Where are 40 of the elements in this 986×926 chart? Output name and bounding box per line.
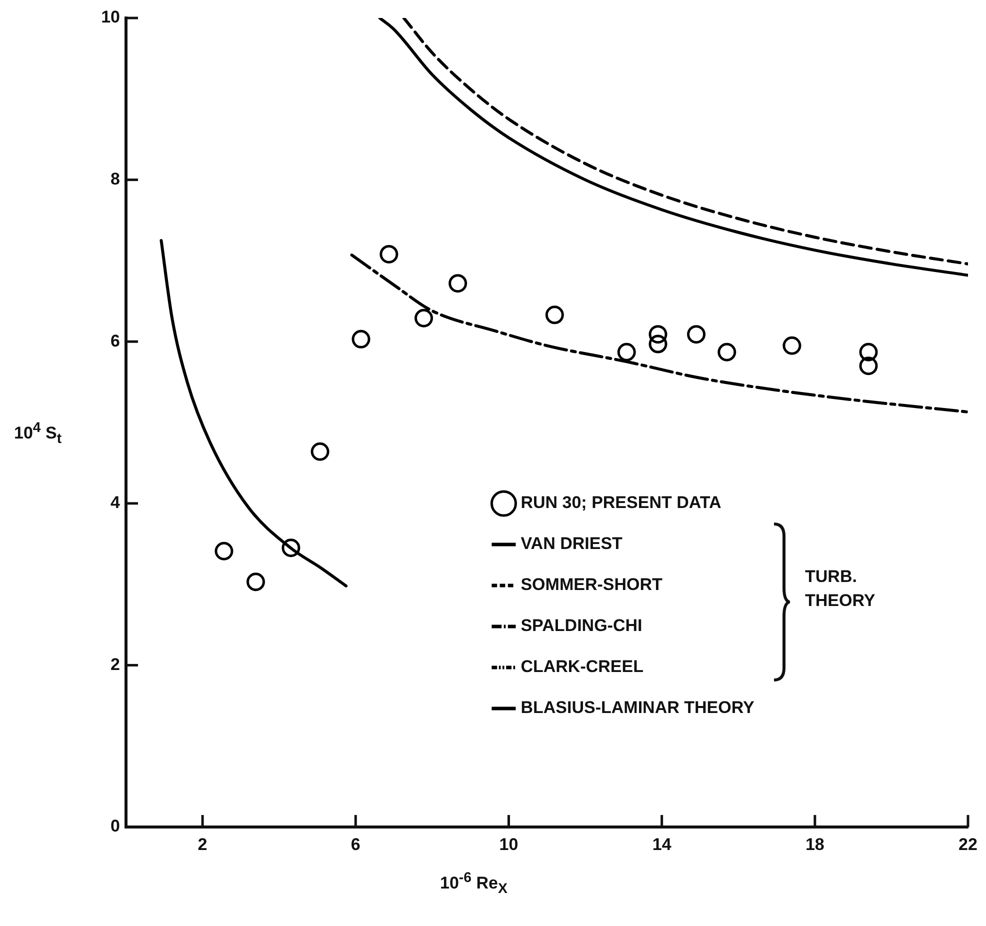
point (648, 334, 668, 354)
x-tick-label: 22 (958, 834, 978, 854)
y-axis-title: 10$^{4}$ S$_{t}$ (14, 420, 62, 448)
point (648, 325, 668, 344)
legend-label: BLASIUS-LAMINAR THEORY (520, 698, 755, 718)
point (687, 325, 706, 344)
line-series (160, 238, 348, 588)
annotation: TURB. THEORY (805, 566, 876, 612)
point (545, 306, 564, 324)
point (448, 274, 468, 293)
point (282, 538, 300, 558)
legend-label: CLARK-CREEL (520, 657, 644, 676)
x-tick-label: 18 (805, 834, 824, 854)
point (246, 572, 265, 592)
legend-label: RUN 30; PRESENT DATA (520, 493, 722, 512)
point (859, 356, 878, 376)
y-tick-label: 6 (110, 331, 120, 350)
point (859, 342, 878, 362)
x-tick-label: 6 (350, 834, 360, 854)
x-tick-label: 14 (652, 834, 672, 854)
legend-label: SOMMER-SHORT (520, 575, 663, 594)
point (782, 336, 802, 355)
y-tick-label: 0 (110, 816, 120, 836)
point (414, 308, 434, 328)
x-tick-label: 10 (499, 834, 518, 854)
point (617, 342, 636, 362)
point (352, 330, 370, 348)
point (718, 342, 736, 362)
y-tick-label: 8 (110, 169, 120, 188)
y-tick-label: 10 (101, 8, 120, 27)
y-tick-label: 4 (110, 493, 121, 512)
line-series (350, 254, 968, 414)
legend-label: VAN DRIEST (520, 534, 624, 554)
point (380, 244, 398, 264)
legend-label: SPALDING-CHI (520, 616, 642, 636)
x-axis-title: 10$^{-6}$ Re$_{X}$ (440, 870, 508, 898)
y-tick-label: 2 (110, 654, 120, 674)
point (310, 442, 330, 461)
x-tick-label: 2 (198, 834, 208, 854)
point (214, 542, 234, 560)
